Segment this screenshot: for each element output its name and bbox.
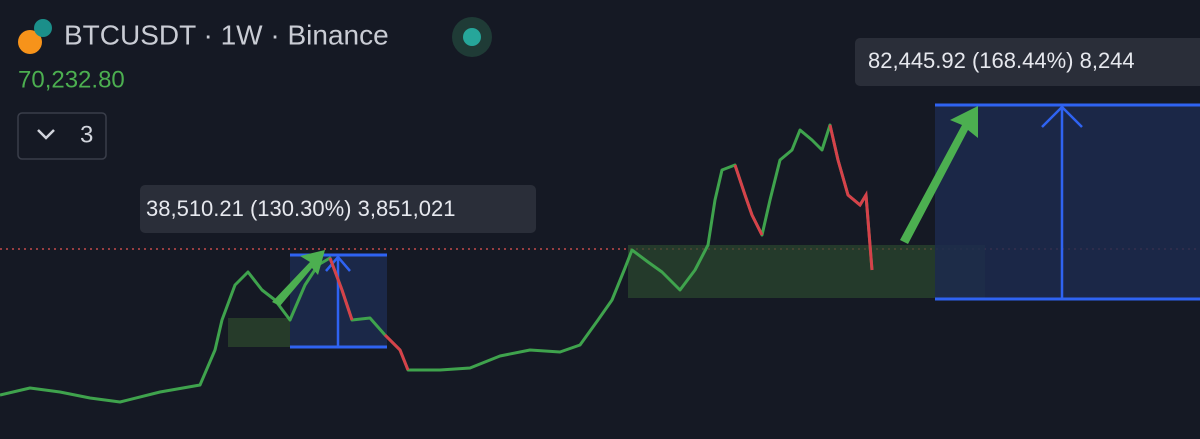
measure-box xyxy=(935,105,1200,299)
measure-arrow xyxy=(325,255,351,347)
trend-arrow xyxy=(272,250,325,306)
zone xyxy=(228,318,290,347)
price-path-down xyxy=(733,164,764,236)
measure-label-bg xyxy=(140,185,536,233)
indicator-toggle[interactable] xyxy=(17,112,107,160)
coin-icon xyxy=(18,30,42,54)
symbol-title: BTCUSDT · 1W · Binance xyxy=(64,19,389,50)
chevron xyxy=(37,129,55,140)
zone xyxy=(628,245,985,298)
price-path-down xyxy=(328,257,354,321)
measure-label-bg xyxy=(855,38,1200,86)
measure-label: 38,510.21 (130.30%) 3,851,021 xyxy=(146,196,455,221)
price-path-down xyxy=(828,124,874,271)
price-path-down xyxy=(383,333,410,371)
measure-arrow xyxy=(1041,105,1083,299)
status-dot xyxy=(463,28,481,46)
last-price: 70,232.80 xyxy=(18,66,125,93)
trend-arrow xyxy=(900,106,978,244)
indicator-count: 3 xyxy=(80,121,93,148)
measure-label: 82,445.92 (168.44%) 8,244 xyxy=(868,48,1135,73)
price-path xyxy=(0,123,874,404)
exchange-icon xyxy=(34,19,52,37)
